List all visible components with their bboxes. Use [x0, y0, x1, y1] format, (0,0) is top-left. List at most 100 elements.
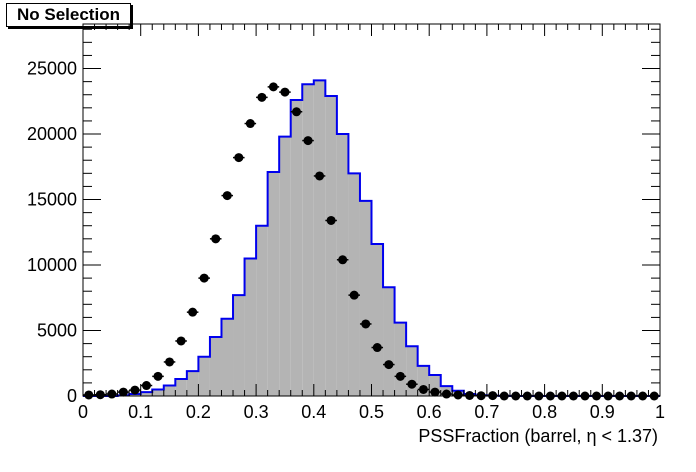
- histogram-bar: [186, 371, 199, 396]
- histogram-bar: [290, 99, 303, 396]
- data-point: [94, 390, 107, 400]
- histogram-bar: [336, 134, 349, 396]
- histogram-bar: [325, 96, 337, 397]
- histogram-bar: [348, 173, 360, 396]
- data-marker: [303, 136, 313, 146]
- data-point: [152, 371, 164, 381]
- data-point: [140, 381, 153, 391]
- data-point: [406, 379, 418, 389]
- data-marker: [141, 381, 151, 391]
- data-marker: [188, 307, 198, 317]
- data-marker: [84, 390, 94, 400]
- histogram-bar: [140, 392, 153, 396]
- histogram-bar: [359, 200, 372, 396]
- x-tick-label: 0.5: [359, 402, 384, 422]
- data-point: [209, 234, 222, 244]
- data-marker: [453, 390, 463, 400]
- data-point: [394, 371, 407, 381]
- data-point: [267, 82, 280, 92]
- data-marker: [349, 290, 359, 300]
- histogram-bar: [394, 322, 407, 396]
- data-marker: [326, 215, 336, 225]
- data-point: [325, 215, 337, 225]
- data-point: [244, 119, 257, 129]
- x-tick-label: 0: [78, 402, 88, 422]
- data-marker: [234, 153, 244, 163]
- x-tick-label: 0.2: [186, 402, 211, 422]
- x-tick-label: 0.1: [128, 402, 153, 422]
- data-marker: [291, 107, 301, 117]
- histogram-bar: [244, 258, 257, 396]
- data-marker: [268, 82, 278, 92]
- data-point: [117, 387, 130, 397]
- data-marker: [372, 343, 382, 353]
- data-point: [163, 357, 176, 367]
- data-marker: [407, 379, 417, 389]
- histogram-bar: [198, 356, 210, 396]
- data-marker: [430, 387, 440, 397]
- data-marker: [199, 273, 209, 283]
- histogram-bar: [406, 346, 418, 396]
- histogram-bar: [221, 318, 234, 396]
- histogram-bar: [175, 378, 187, 396]
- data-marker: [465, 390, 475, 400]
- data-point: [106, 389, 118, 399]
- x-tick-label: 0.6: [417, 402, 442, 422]
- data-marker: [442, 389, 452, 399]
- data-point: [336, 255, 349, 265]
- data-marker: [361, 319, 371, 329]
- data-point: [417, 384, 430, 394]
- data-marker: [315, 171, 325, 181]
- histogram-bar: [279, 136, 291, 396]
- histogram-layer: [83, 79, 660, 397]
- data-point: [348, 290, 360, 300]
- data-marker: [338, 255, 348, 265]
- data-marker: [280, 87, 290, 97]
- data-marker: [222, 191, 232, 201]
- histogram-bar: [233, 295, 245, 396]
- data-marker: [107, 389, 117, 399]
- data-point: [83, 390, 95, 400]
- x-tick-label: 1: [655, 402, 665, 422]
- data-point: [359, 319, 372, 329]
- data-point: [463, 390, 476, 400]
- y-tick-label: 0: [67, 386, 77, 406]
- x-tick-labels: 0 0.1 0.2 0.3 0.4 0.5 0.6 0.7 0.8 0.9 1: [78, 402, 665, 422]
- y-tick-label: 20000: [27, 124, 77, 144]
- histogram-bar: [209, 337, 222, 396]
- y-tick-label: 10000: [27, 255, 77, 275]
- y-tick-label: 15000: [27, 190, 77, 210]
- data-marker: [176, 336, 186, 346]
- chart-title: No Selection: [6, 3, 131, 27]
- histogram-bar: [417, 365, 430, 396]
- histogram-bar: [383, 287, 395, 396]
- data-marker: [130, 385, 140, 395]
- histogram-bar: [267, 172, 280, 396]
- data-point: [233, 153, 245, 163]
- data-point: [302, 136, 314, 146]
- data-point: [198, 273, 210, 283]
- data-point: [290, 107, 303, 117]
- data-point: [371, 343, 384, 353]
- x-tick-label: 0.4: [301, 402, 326, 422]
- data-marker: [165, 357, 175, 367]
- data-point: [186, 307, 199, 317]
- x-tick-label: 0.7: [474, 402, 499, 422]
- data-point: [429, 387, 441, 397]
- data-point: [256, 92, 268, 102]
- x-tick-label: 0.3: [244, 402, 269, 422]
- data-marker: [211, 234, 221, 244]
- histogram-bar: [152, 389, 164, 396]
- data-point: [129, 385, 141, 395]
- data-marker: [395, 371, 405, 381]
- data-marker: [95, 390, 105, 400]
- y-tick-label: 5000: [37, 321, 77, 341]
- histogram-bar: [429, 375, 441, 396]
- data-point: [279, 87, 291, 97]
- data-point: [383, 360, 395, 370]
- histogram-bar: [371, 244, 384, 396]
- data-point: [221, 191, 234, 201]
- axis-ticks-layer: [82, 24, 661, 397]
- histogram-bar: [256, 225, 268, 396]
